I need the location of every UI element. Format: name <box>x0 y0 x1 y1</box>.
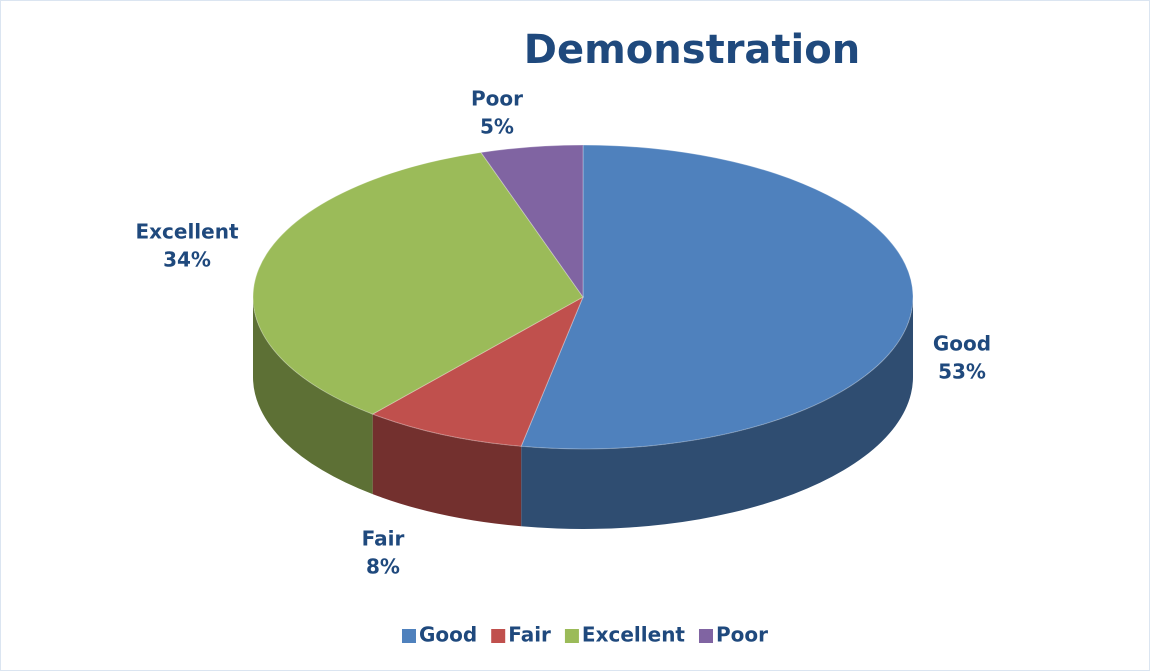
data-label-name: Excellent <box>135 220 238 244</box>
slice <box>371 295 585 447</box>
data-label-value: 8% <box>366 555 400 579</box>
data-label-value: 34% <box>163 248 211 272</box>
data-label-name: Fair <box>362 527 405 551</box>
slice-side <box>253 297 373 495</box>
legend-swatch <box>564 629 579 643</box>
legend-label: Fair <box>508 623 551 647</box>
slice <box>520 144 914 450</box>
data-label-value: 53% <box>938 360 986 384</box>
slice-side <box>521 297 913 529</box>
legend-swatch <box>491 629 506 643</box>
legend-swatch <box>698 629 713 643</box>
data-label-name: Poor <box>471 87 523 111</box>
legend-label: Excellent <box>582 623 685 647</box>
data-label-value: 5% <box>480 115 514 139</box>
chart-title: Demonstration <box>524 27 860 73</box>
data-label-name: Good <box>933 332 991 356</box>
slice-side <box>372 414 522 527</box>
legend-label: Good <box>419 623 477 647</box>
legend-label: Poor <box>716 623 768 647</box>
slice <box>252 151 584 415</box>
legend-swatch <box>401 629 416 643</box>
slice <box>480 144 584 299</box>
legend: Good Fair Excellent Poor <box>401 623 768 647</box>
